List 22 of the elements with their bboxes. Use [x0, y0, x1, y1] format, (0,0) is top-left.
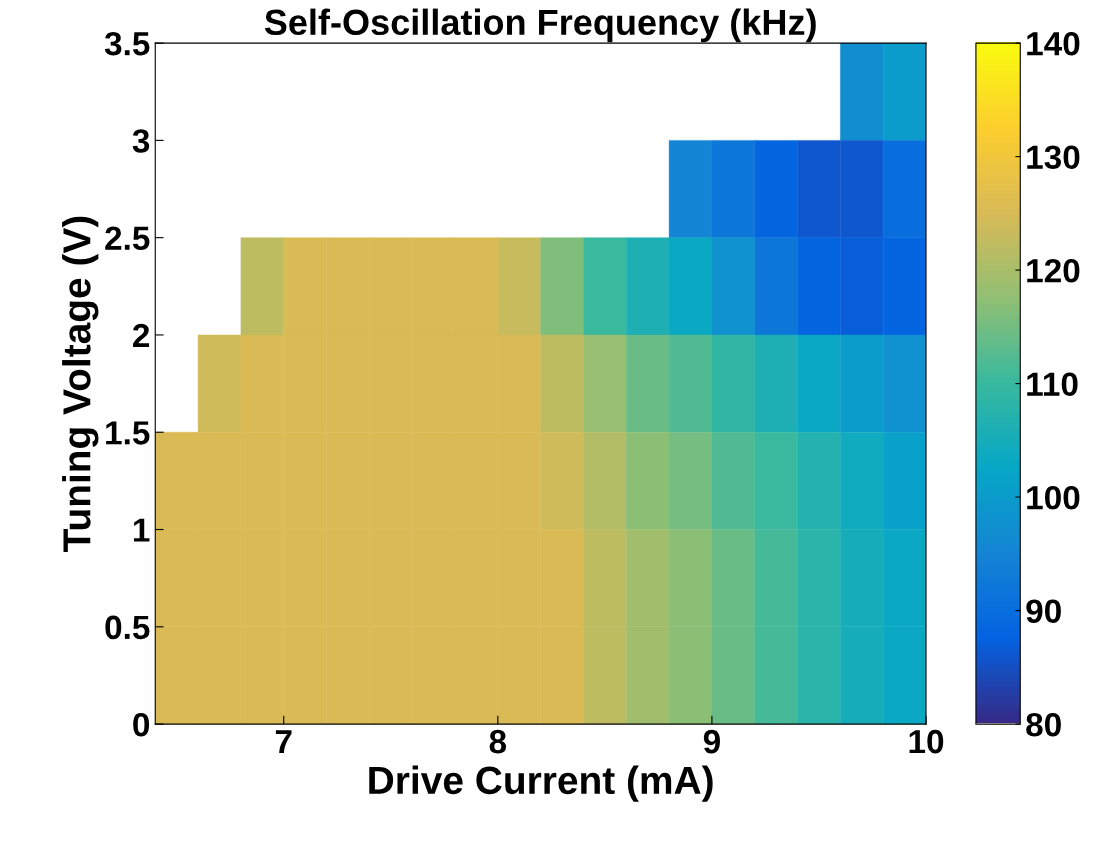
- y-tick-label: 0: [133, 712, 150, 737]
- color-bar-label: 140: [1027, 31, 1080, 56]
- y-tick-label: 3: [132, 129, 150, 153]
- x-tick-label: 8: [489, 729, 507, 754]
- y-axis-title: Tuning Voltage (V): [62, 216, 99, 553]
- y-tick-label: 3.5: [104, 31, 150, 56]
- x-axis-title: Drive Current (mA): [369, 765, 713, 802]
- color-bar-label: 120: [1027, 258, 1080, 283]
- y-tick-label: 1: [133, 518, 150, 542]
- x-tick-label: 7: [275, 730, 292, 754]
- color-bar-label: 80: [1026, 712, 1061, 737]
- color-bar-label: 130: [1027, 145, 1080, 170]
- x-tick-label: 10: [909, 729, 944, 754]
- chart-title: Self-Oscillation Frequency (kHz): [264, 8, 816, 43]
- color-bar-label: 90: [1026, 599, 1061, 623]
- x-tick-label: 9: [703, 729, 720, 754]
- y-tick-label: 0.5: [105, 615, 150, 640]
- y-tick-label: 2.5: [105, 226, 150, 251]
- y-tick-label: 2: [133, 323, 150, 348]
- color-bar-label: 110: [1027, 372, 1078, 396]
- color-bar-label: 100: [1027, 485, 1080, 510]
- y-tick-label: 1.5: [106, 421, 150, 445]
